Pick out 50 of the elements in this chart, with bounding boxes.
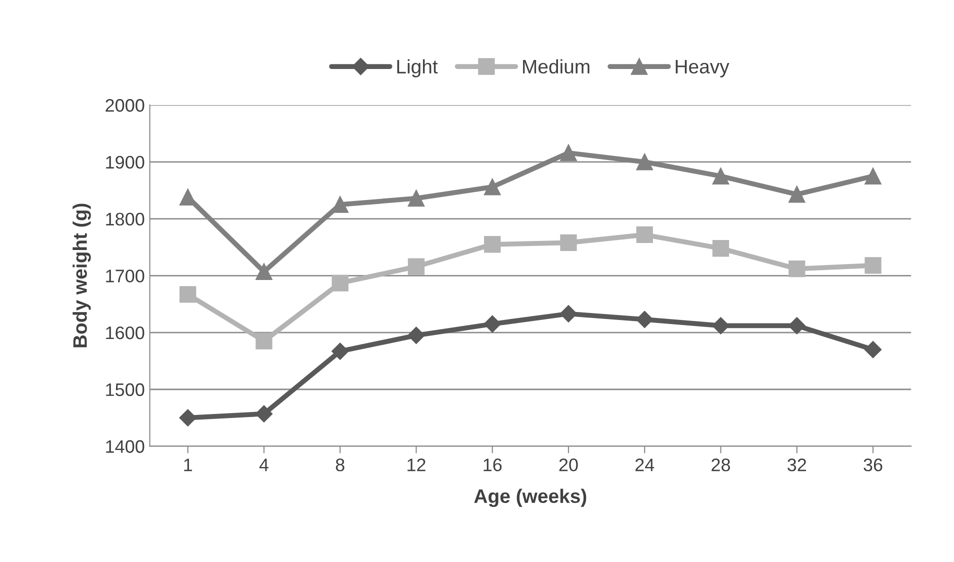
point [560,144,577,162]
point [864,341,882,358]
x-tick-label: 32 [788,458,806,472]
x-tick-label: 28 [712,458,730,472]
x-tick-label: 36 [864,458,882,472]
point [332,274,348,292]
legend-label: Heavy [676,60,730,78]
point [180,286,196,303]
x-axis-title: Age (weeks) [474,488,586,507]
point [408,258,425,275]
y-tick-label: 1400 [106,440,144,453]
point [256,263,272,280]
point [864,168,882,184]
x-tick-label: 16 [484,458,502,472]
legend-label: Light [397,59,438,78]
point [408,190,425,207]
point [712,317,730,334]
point [560,305,578,322]
y-tick-label: 1900 [106,156,144,169]
y-axis-title: Body weight (g) [72,204,91,348]
point [788,186,806,203]
point [179,409,196,426]
point [484,178,501,196]
x-tick-label: 4 [259,458,268,472]
point [560,234,577,252]
y-tick-label: 1700 [106,270,144,282]
point [484,315,501,333]
point [256,332,272,350]
x-tick-label: 8 [336,458,344,472]
point [864,257,882,274]
y-tick-label: 1500 [106,383,144,396]
point [636,154,653,170]
y-tick-label: 2000 [106,99,144,112]
x-tick-label: 1 [184,458,192,472]
point [255,405,273,422]
point [636,310,654,328]
legend-label: Medium [523,59,590,74]
point [636,226,653,244]
point [788,317,806,334]
point [712,168,730,184]
point [332,342,349,360]
point [712,240,730,257]
point [788,260,806,278]
y-tick-label: 1600 [106,326,144,340]
x-tick-label: 20 [559,458,578,472]
point [484,236,501,253]
x-tick-label: 24 [635,458,654,472]
y-tick-label: 1800 [106,212,144,226]
point [408,326,425,344]
x-tick-label: 12 [408,458,426,472]
